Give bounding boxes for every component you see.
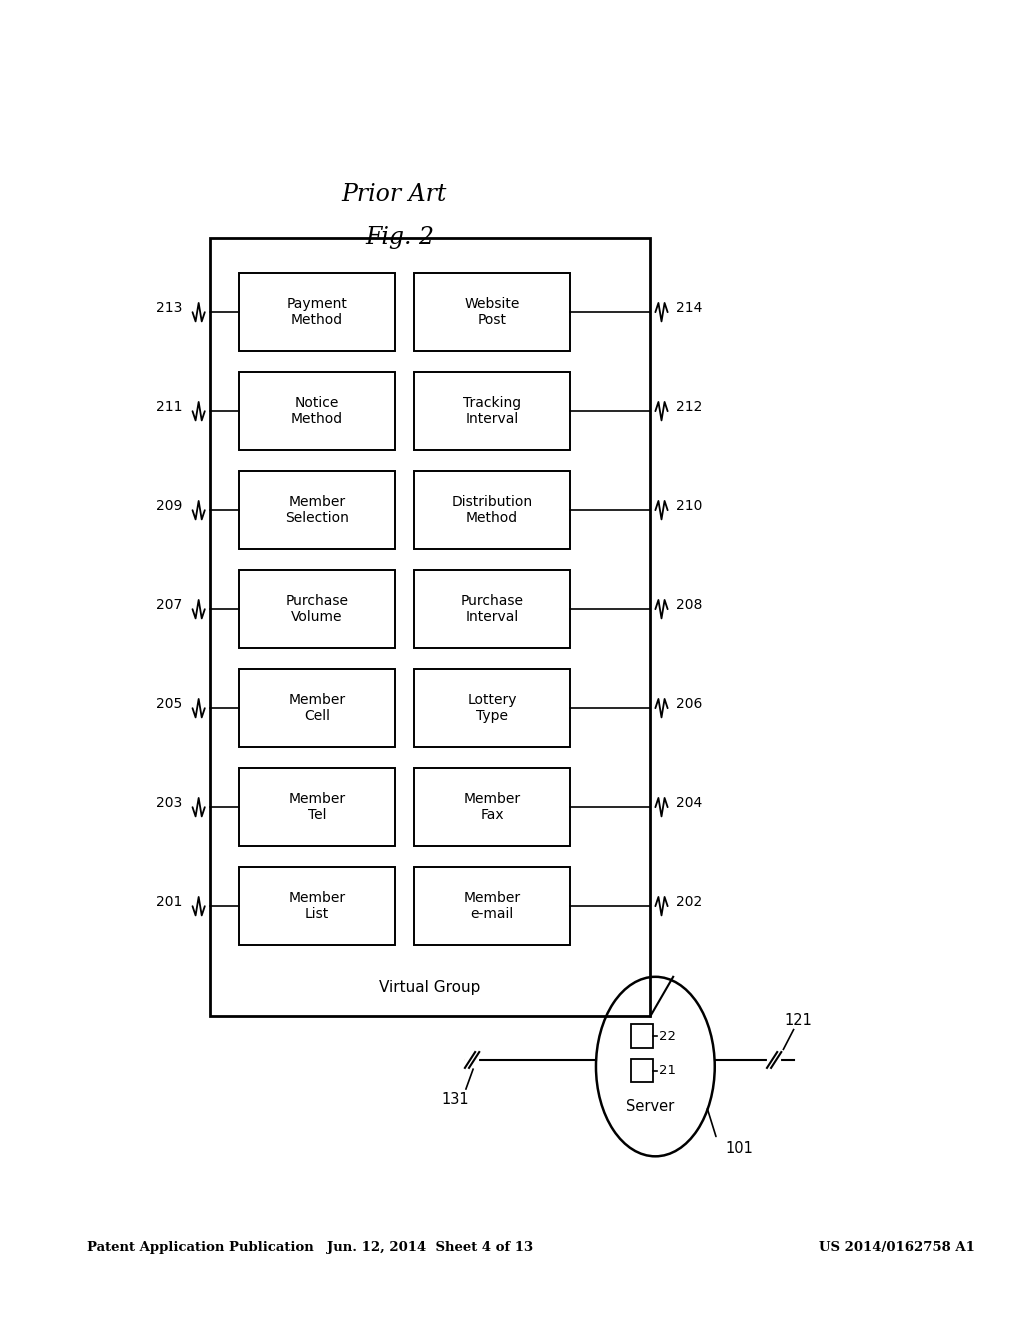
- Bar: [414, 372, 570, 450]
- Text: 121: 121: [784, 1012, 813, 1028]
- Bar: [414, 471, 570, 549]
- Text: Prior Art: Prior Art: [342, 182, 446, 206]
- Bar: [414, 867, 570, 945]
- Text: Member
e-mail: Member e-mail: [464, 891, 520, 921]
- Text: Member
Tel: Member Tel: [289, 792, 345, 822]
- Bar: [631, 1024, 653, 1048]
- Text: Member
Fax: Member Fax: [464, 792, 520, 822]
- Text: 131: 131: [442, 1092, 469, 1107]
- Bar: [414, 570, 570, 648]
- Bar: [414, 273, 570, 351]
- Text: Virtual Group: Virtual Group: [380, 979, 480, 995]
- Text: 214: 214: [676, 301, 702, 315]
- Text: 202: 202: [676, 895, 702, 909]
- Bar: [239, 471, 395, 549]
- Text: 22: 22: [659, 1030, 677, 1043]
- Text: Patent Application Publication: Patent Application Publication: [87, 1241, 313, 1254]
- Bar: [239, 768, 395, 846]
- Text: 212: 212: [676, 400, 702, 414]
- Text: 201: 201: [156, 895, 182, 909]
- Text: 207: 207: [156, 598, 182, 612]
- Bar: [239, 372, 395, 450]
- Text: 21: 21: [659, 1064, 677, 1077]
- Text: Notice
Method: Notice Method: [291, 396, 343, 426]
- Text: 209: 209: [156, 499, 182, 513]
- Bar: [414, 768, 570, 846]
- Bar: [631, 1059, 653, 1082]
- Text: 204: 204: [676, 796, 702, 810]
- Text: 210: 210: [676, 499, 702, 513]
- Text: Member
Cell: Member Cell: [289, 693, 345, 723]
- Text: Fig. 2: Fig. 2: [365, 226, 434, 249]
- Text: Server: Server: [626, 1098, 675, 1114]
- Text: 206: 206: [676, 697, 702, 711]
- Text: Jun. 12, 2014  Sheet 4 of 13: Jun. 12, 2014 Sheet 4 of 13: [327, 1241, 534, 1254]
- Text: Payment
Method: Payment Method: [287, 297, 347, 327]
- Text: Distribution
Method: Distribution Method: [452, 495, 532, 525]
- Text: Purchase
Interval: Purchase Interval: [461, 594, 523, 624]
- Bar: [239, 570, 395, 648]
- Bar: [239, 867, 395, 945]
- Text: 205: 205: [156, 697, 182, 711]
- Bar: [210, 238, 650, 1016]
- Bar: [239, 669, 395, 747]
- Text: Website
Post: Website Post: [464, 297, 520, 327]
- Text: Member
List: Member List: [289, 891, 345, 921]
- Bar: [414, 669, 570, 747]
- Text: Purchase
Volume: Purchase Volume: [286, 594, 348, 624]
- Text: 213: 213: [156, 301, 182, 315]
- Text: US 2014/0162758 A1: US 2014/0162758 A1: [819, 1241, 975, 1254]
- Text: 211: 211: [156, 400, 182, 414]
- Text: 208: 208: [676, 598, 702, 612]
- Text: 101: 101: [725, 1140, 753, 1156]
- Text: 203: 203: [156, 796, 182, 810]
- Text: Lottery
Type: Lottery Type: [467, 693, 517, 723]
- Bar: [239, 273, 395, 351]
- Text: Member
Selection: Member Selection: [285, 495, 349, 525]
- Text: Tracking
Interval: Tracking Interval: [463, 396, 521, 426]
